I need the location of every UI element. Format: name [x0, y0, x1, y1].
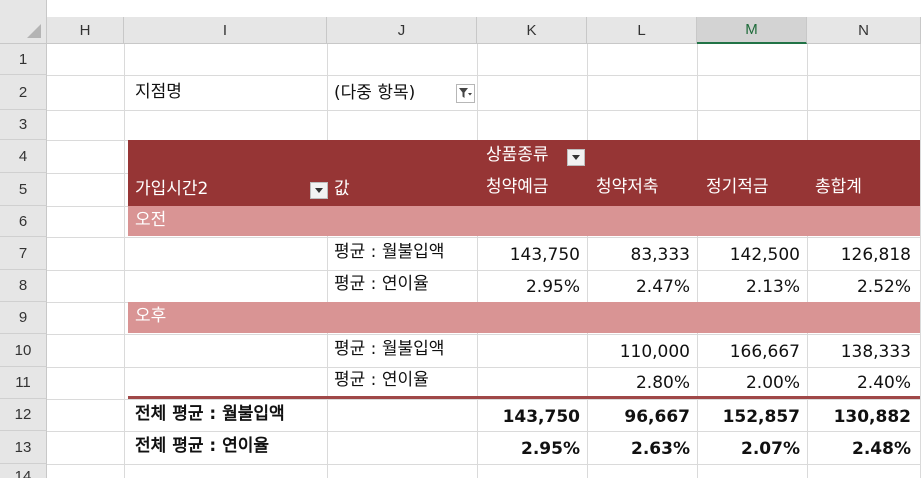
value-cell[interactable]: 2.00% — [745, 373, 800, 393]
grand-total-cell[interactable]: 2.07% — [741, 439, 800, 459]
column-header-L[interactable]: L — [587, 17, 697, 44]
value-cell[interactable]: 2.13% — [745, 277, 800, 297]
row-header[interactable]: 12 — [0, 399, 47, 431]
grand-total-cell[interactable]: 2.63% — [631, 439, 690, 459]
row-header[interactable]: 3 — [0, 110, 47, 140]
gridline — [47, 464, 921, 465]
column-header-label: 정기적금 — [706, 177, 769, 197]
value-cell[interactable]: 2.40% — [856, 373, 911, 393]
gridline — [477, 44, 478, 478]
gridline — [697, 44, 698, 478]
value-cell[interactable]: 138,333 — [840, 342, 911, 362]
value-row-label: 평균 : 월불입액 — [334, 339, 445, 359]
gridline — [807, 44, 808, 478]
gridline — [47, 75, 921, 76]
grand-total-cell[interactable]: 130,882 — [833, 407, 911, 427]
group-band — [128, 302, 920, 333]
grand-total-label: 전체 평균 : 연이율 — [135, 436, 270, 456]
grand-total-cell[interactable]: 152,857 — [722, 407, 800, 427]
value-cell[interactable]: 142,500 — [729, 245, 800, 265]
grand-total-cell[interactable]: 2.48% — [852, 439, 911, 459]
group-label[interactable]: 오전 — [135, 210, 167, 230]
gridline — [47, 334, 921, 335]
chevron-down-icon — [315, 188, 323, 193]
filter-field-value[interactable]: (다중 항목) — [334, 83, 416, 103]
row-header[interactable]: 10 — [0, 334, 47, 367]
grand-total-separator — [128, 396, 920, 399]
value-cell[interactable]: 2.80% — [635, 373, 690, 393]
value-cell[interactable]: 2.52% — [856, 277, 911, 297]
grand-total-label: 전체 평균 : 월불입액 — [135, 404, 285, 424]
select-all-icon — [27, 24, 41, 38]
group-label[interactable]: 오후 — [135, 306, 167, 326]
row-header[interactable]: 4 — [0, 140, 47, 173]
value-row-label: 평균 : 월불입액 — [334, 242, 445, 262]
pivot-header-band — [128, 140, 920, 206]
values-field-label: 값 — [334, 179, 350, 199]
row-header[interactable]: 14 — [0, 464, 47, 478]
value-row-label: 평균 : 연이율 — [334, 370, 429, 390]
row-field-label: 가입시간2 — [135, 179, 209, 199]
value-cell[interactable]: 143,750 — [509, 245, 580, 265]
row-header[interactable]: 5 — [0, 173, 47, 206]
row-header[interactable]: 13 — [0, 431, 47, 464]
group-band — [128, 206, 920, 236]
value-cell[interactable]: 126,818 — [840, 245, 911, 265]
gridline — [47, 399, 921, 400]
chevron-down-icon — [572, 155, 580, 160]
row-header[interactable]: 7 — [0, 237, 47, 270]
column-field-label: 상품종류 — [486, 145, 549, 165]
filter-funnel-icon[interactable] — [456, 84, 475, 103]
header-strip — [47, 0, 921, 17]
row-header[interactable]: 11 — [0, 367, 47, 399]
value-row-label: 평균 : 연이율 — [334, 274, 429, 294]
row-header[interactable]: 8 — [0, 270, 47, 302]
gridline — [587, 44, 588, 478]
column-header-J[interactable]: J — [327, 17, 477, 44]
row-header[interactable]: 2 — [0, 75, 47, 110]
gridline — [47, 431, 921, 432]
column-header-H[interactable]: H — [47, 17, 124, 44]
column-header-label: 총합계 — [815, 177, 862, 197]
grand-total-cell[interactable]: 96,667 — [624, 407, 690, 427]
value-cell[interactable]: 2.47% — [635, 277, 690, 297]
row-header[interactable]: 6 — [0, 206, 47, 237]
row-header[interactable]: 9 — [0, 302, 47, 334]
gridline — [124, 44, 125, 478]
filter-field-label: 지점명 — [135, 82, 182, 102]
select-all-corner[interactable] — [0, 0, 47, 44]
column-header-I[interactable]: I — [124, 17, 327, 44]
column-field-dropdown-button[interactable] — [567, 149, 585, 166]
grand-total-cell[interactable]: 143,750 — [502, 407, 580, 427]
column-header-label: 청약예금 — [486, 177, 549, 197]
value-cell[interactable]: 110,000 — [619, 342, 690, 362]
gridline — [327, 44, 328, 478]
gridline — [47, 270, 921, 271]
column-header-K[interactable]: K — [477, 17, 587, 44]
row-field-dropdown-button[interactable] — [310, 182, 328, 199]
grand-total-cell[interactable]: 2.95% — [521, 439, 580, 459]
column-header-M[interactable]: M — [697, 17, 807, 44]
column-header-N[interactable]: N — [807, 17, 921, 44]
column-header-label: 청약저축 — [596, 177, 659, 197]
value-cell[interactable]: 2.95% — [525, 277, 580, 297]
row-header[interactable]: 1 — [0, 44, 47, 75]
gridline — [47, 367, 921, 368]
value-cell[interactable]: 166,667 — [729, 342, 800, 362]
value-cell[interactable]: 83,333 — [630, 245, 690, 265]
gridline — [47, 110, 921, 111]
gridline — [47, 237, 921, 238]
